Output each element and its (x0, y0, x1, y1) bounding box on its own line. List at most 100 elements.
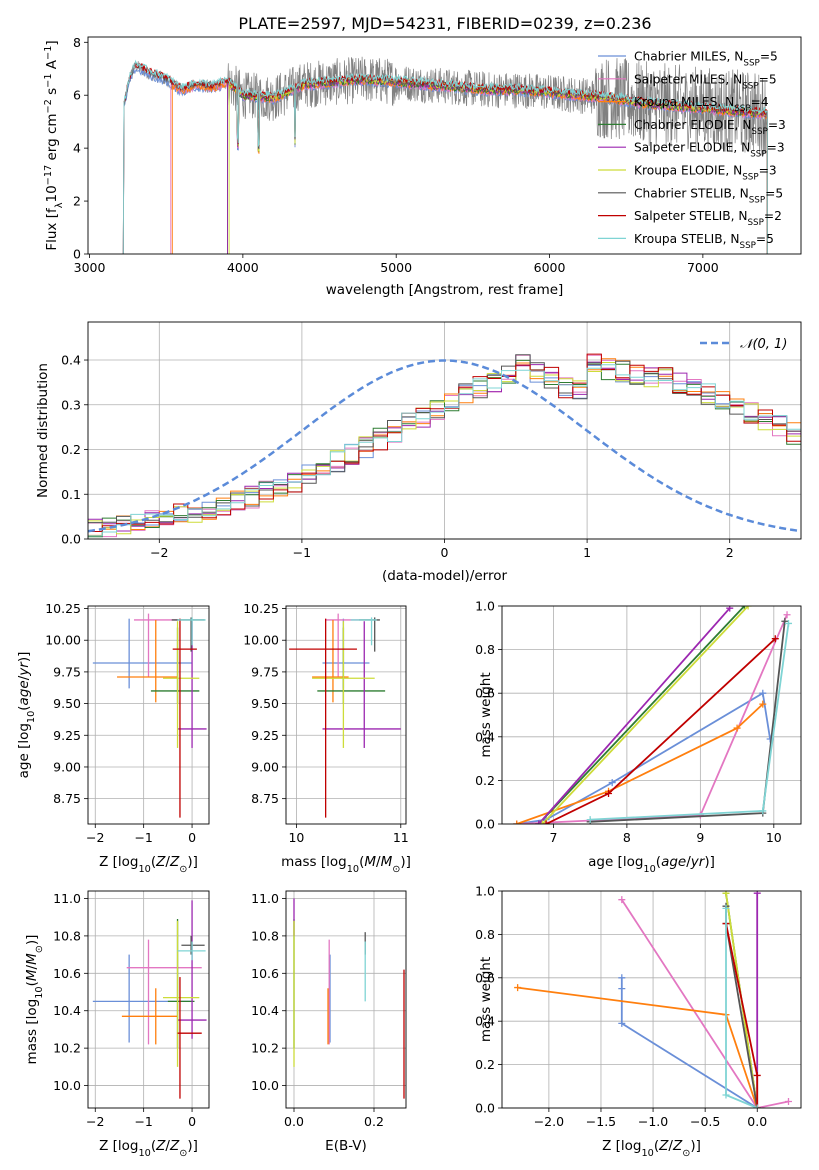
y-tick-label: 0.3 (61, 397, 81, 412)
x-tick-label: −1 (134, 1114, 152, 1129)
y-tick-label: 0 (73, 247, 81, 262)
x-tick-label: −0.5 (690, 1114, 720, 1129)
y-tick-label: 0.2 (475, 1057, 495, 1072)
y-tick-label: 8 (73, 35, 81, 50)
x-axis-label: (data-model)/error (382, 568, 508, 584)
x-tick-label: 8 (623, 830, 631, 845)
mass-weight-vs-age-frame (501, 605, 802, 825)
y-axis-label: Flux [fλ10−17 erg cm−2 s−1 A−1] (43, 40, 65, 250)
mass-weight-line (621, 899, 789, 1108)
age-vs-mass-points (289, 613, 401, 818)
plus-marker (542, 820, 550, 824)
x-tick-label: −1 (134, 830, 152, 845)
plus-marker (618, 974, 626, 982)
histogram-series (88, 364, 801, 537)
y-tick-label: 0.0 (475, 1101, 495, 1116)
plus-marker (618, 896, 626, 904)
x-tick-label: 9 (696, 830, 704, 845)
mass-weight-vs-age-lines (513, 606, 793, 824)
y-tick-label: 9.25 (53, 728, 81, 743)
legend-label: Salpeter MILES, NSSP=5 (634, 72, 777, 91)
x-tick-label: 7000 (687, 260, 719, 275)
mass-weight-line (541, 606, 749, 824)
x-tick-label: −2.0 (534, 1114, 564, 1129)
y-tick-label: 11.0 (53, 891, 81, 906)
error-bar-point (177, 900, 207, 1039)
plus-marker (586, 816, 594, 824)
y-tick-label: 0.4 (475, 729, 495, 744)
spectrum-axes: 3000 4000 5000 6000 7000 0 2 4 6 8 (73, 35, 719, 275)
x-axis-label: Z [log10(Z/Z⊙)] (99, 1138, 198, 1159)
error-bar-point (163, 621, 200, 748)
plus-marker (781, 617, 789, 625)
age-vs-Z-frame (87, 605, 210, 825)
y-tick-label: 10.25 (243, 601, 279, 616)
x-tick-label: −2 (150, 545, 168, 560)
legend-label: Kroupa MILES, NSSP=4 (634, 95, 769, 114)
age-vs-mass-axes: 10 11 8.75 9.00 9.25 9.50 9.75 10.00 10.25 (243, 601, 409, 845)
y-tick-label: 10.4 (53, 1003, 81, 1018)
error-bar-point (177, 941, 206, 961)
y-tick-label: 9.75 (251, 664, 279, 679)
legend-label: Kroupa STELIB, NSSP=5 (634, 232, 774, 251)
legend-label: Kroupa ELODIE, NSSP=3 (634, 164, 777, 183)
gaussian-curve (88, 359, 799, 533)
error-bar-point (177, 617, 206, 646)
mass-weight-line (538, 606, 746, 824)
x-tick-label: −1.5 (586, 1114, 616, 1129)
mass-vs-ebv-axes: 0.0 0.2 10.0 10.2 10.4 10.6 10.8 11.0 (251, 891, 406, 1129)
plus-marker (733, 724, 741, 732)
mass-vs-ebv-frame (285, 890, 407, 1109)
x-tick-label: 0 (188, 1114, 196, 1129)
plus-marker (514, 984, 522, 992)
plus-marker (726, 606, 734, 612)
legend-label: Salpeter ELODIE, NSSP=3 (634, 141, 785, 160)
plus-marker (783, 611, 791, 619)
y-tick-label: 10.6 (53, 966, 81, 981)
error-bar-point (322, 621, 401, 748)
mass-vs-ebv-points (293, 898, 405, 1099)
x-axis-label: mass [log10(M/M⊙)] (281, 854, 411, 875)
y-tick-label: 9.50 (251, 696, 279, 711)
y-tick-label: 9.00 (53, 759, 81, 774)
y-tick-label: 8.75 (251, 791, 279, 806)
y-tick-label: 11.0 (251, 891, 279, 906)
y-tick-label: 10.00 (45, 633, 81, 648)
y-tick-label: 0.6 (475, 686, 495, 701)
x-tick-label: −2 (86, 830, 104, 845)
y-tick-label: 1.0 (475, 884, 495, 899)
x-tick-label: 10 (766, 830, 782, 845)
histogram-steps (88, 353, 801, 538)
x-tick-label: 3000 (74, 260, 106, 275)
plus-marker (740, 606, 748, 610)
y-axis-label: mass weight (478, 957, 494, 1042)
y-tick-label: 0.4 (475, 1014, 495, 1029)
spectrum-frame (87, 36, 802, 255)
x-tick-label: 5000 (380, 260, 412, 275)
y-axis-label: Normed distribution (35, 363, 51, 498)
legend-label: Chabrier MILES, NSSP=5 (634, 50, 778, 69)
x-tick-label: 0.2 (364, 1114, 384, 1129)
error-bar-point (172, 618, 197, 818)
error-bar-point (163, 920, 200, 1067)
plus-marker (618, 1019, 626, 1027)
error-bar-point (312, 619, 349, 703)
y-tick-label: 9.00 (251, 759, 279, 774)
y-tick-label: 9.50 (53, 696, 81, 711)
y-tick-label: 9.25 (251, 728, 279, 743)
y-tick-label: 10.6 (251, 966, 279, 981)
legend-label: 𝒩(0, 1) (740, 337, 787, 352)
plus-marker (753, 1104, 761, 1108)
plus-marker (538, 820, 546, 824)
figure-title: PLATE=2597, MJD=54231, FIBERID=0239, z=0… (238, 14, 651, 33)
plus-marker (608, 779, 616, 787)
age-vs-mass-frame (285, 605, 407, 825)
mass-vs-Z-frame (87, 890, 210, 1109)
model-spectrum-line (122, 59, 768, 254)
x-tick-label: 0 (188, 830, 196, 845)
y-tick-label: 10.0 (251, 1078, 279, 1093)
y-tick-label: 0.2 (475, 773, 495, 788)
plus-marker (513, 820, 521, 824)
plus-marker (744, 606, 752, 610)
